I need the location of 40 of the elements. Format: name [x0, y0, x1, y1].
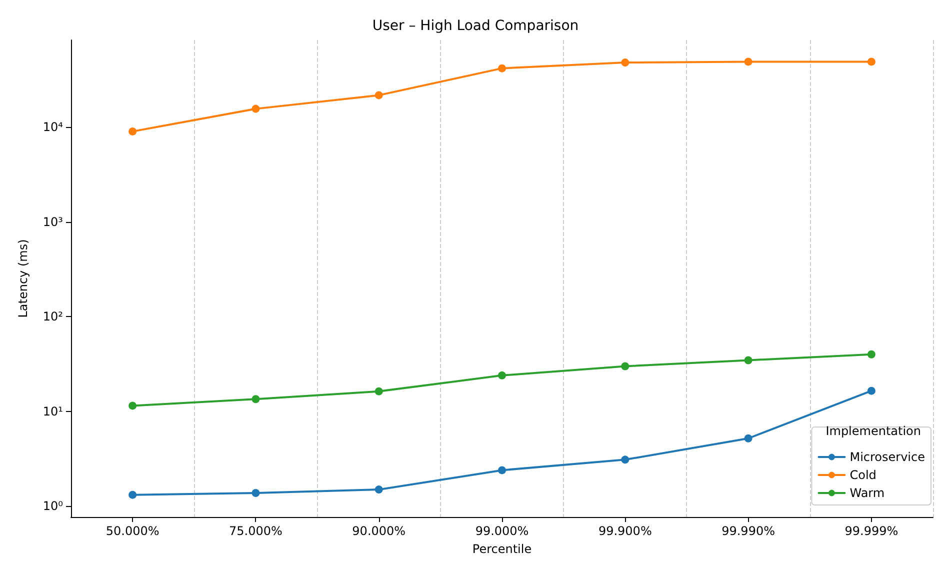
x-axis-title: Percentile: [472, 542, 532, 556]
point: [867, 350, 876, 358]
x-tick-label: 99.000%: [475, 524, 529, 538]
x-tick-label: 75.000%: [229, 524, 282, 538]
point: [621, 456, 630, 464]
x-tick-label: 99.900%: [598, 524, 652, 538]
point: [867, 58, 876, 66]
point: [498, 371, 506, 380]
point: [744, 58, 752, 66]
point: [374, 486, 383, 494]
point: [867, 386, 876, 395]
point: [621, 58, 630, 67]
point: [252, 488, 260, 497]
y-tick-label: 10³: [42, 214, 64, 229]
y-tick-label: 10⁰: [42, 499, 64, 514]
chart-title: User – High Load Comparison: [372, 18, 579, 34]
y-tick-label: 10¹: [42, 404, 64, 418]
x-tick-label: 90.000%: [352, 524, 406, 538]
x-tick-label: 99.999%: [844, 524, 898, 538]
legend-label: Cold: [850, 468, 876, 482]
point: [621, 362, 630, 370]
point: [252, 104, 260, 113]
y-tick-label: 10²: [42, 310, 64, 324]
point: [128, 490, 137, 499]
point: [128, 127, 137, 136]
legend-label: Microservice: [850, 450, 925, 464]
x-tick-label: 99.990%: [722, 524, 775, 538]
x-tick-label: 50.000%: [106, 524, 160, 538]
point: [744, 356, 752, 364]
legend-title: Implementation: [826, 424, 922, 438]
y-tick-label: 10⁴: [42, 120, 64, 134]
point: [252, 395, 260, 404]
y-axis-title: Latency (ms): [16, 239, 30, 318]
point: [128, 402, 137, 410]
point: [498, 466, 506, 474]
point: [374, 387, 383, 396]
point: [744, 434, 752, 442]
point: [498, 64, 506, 72]
legend-label: Warm: [850, 486, 885, 500]
point: [374, 91, 383, 100]
